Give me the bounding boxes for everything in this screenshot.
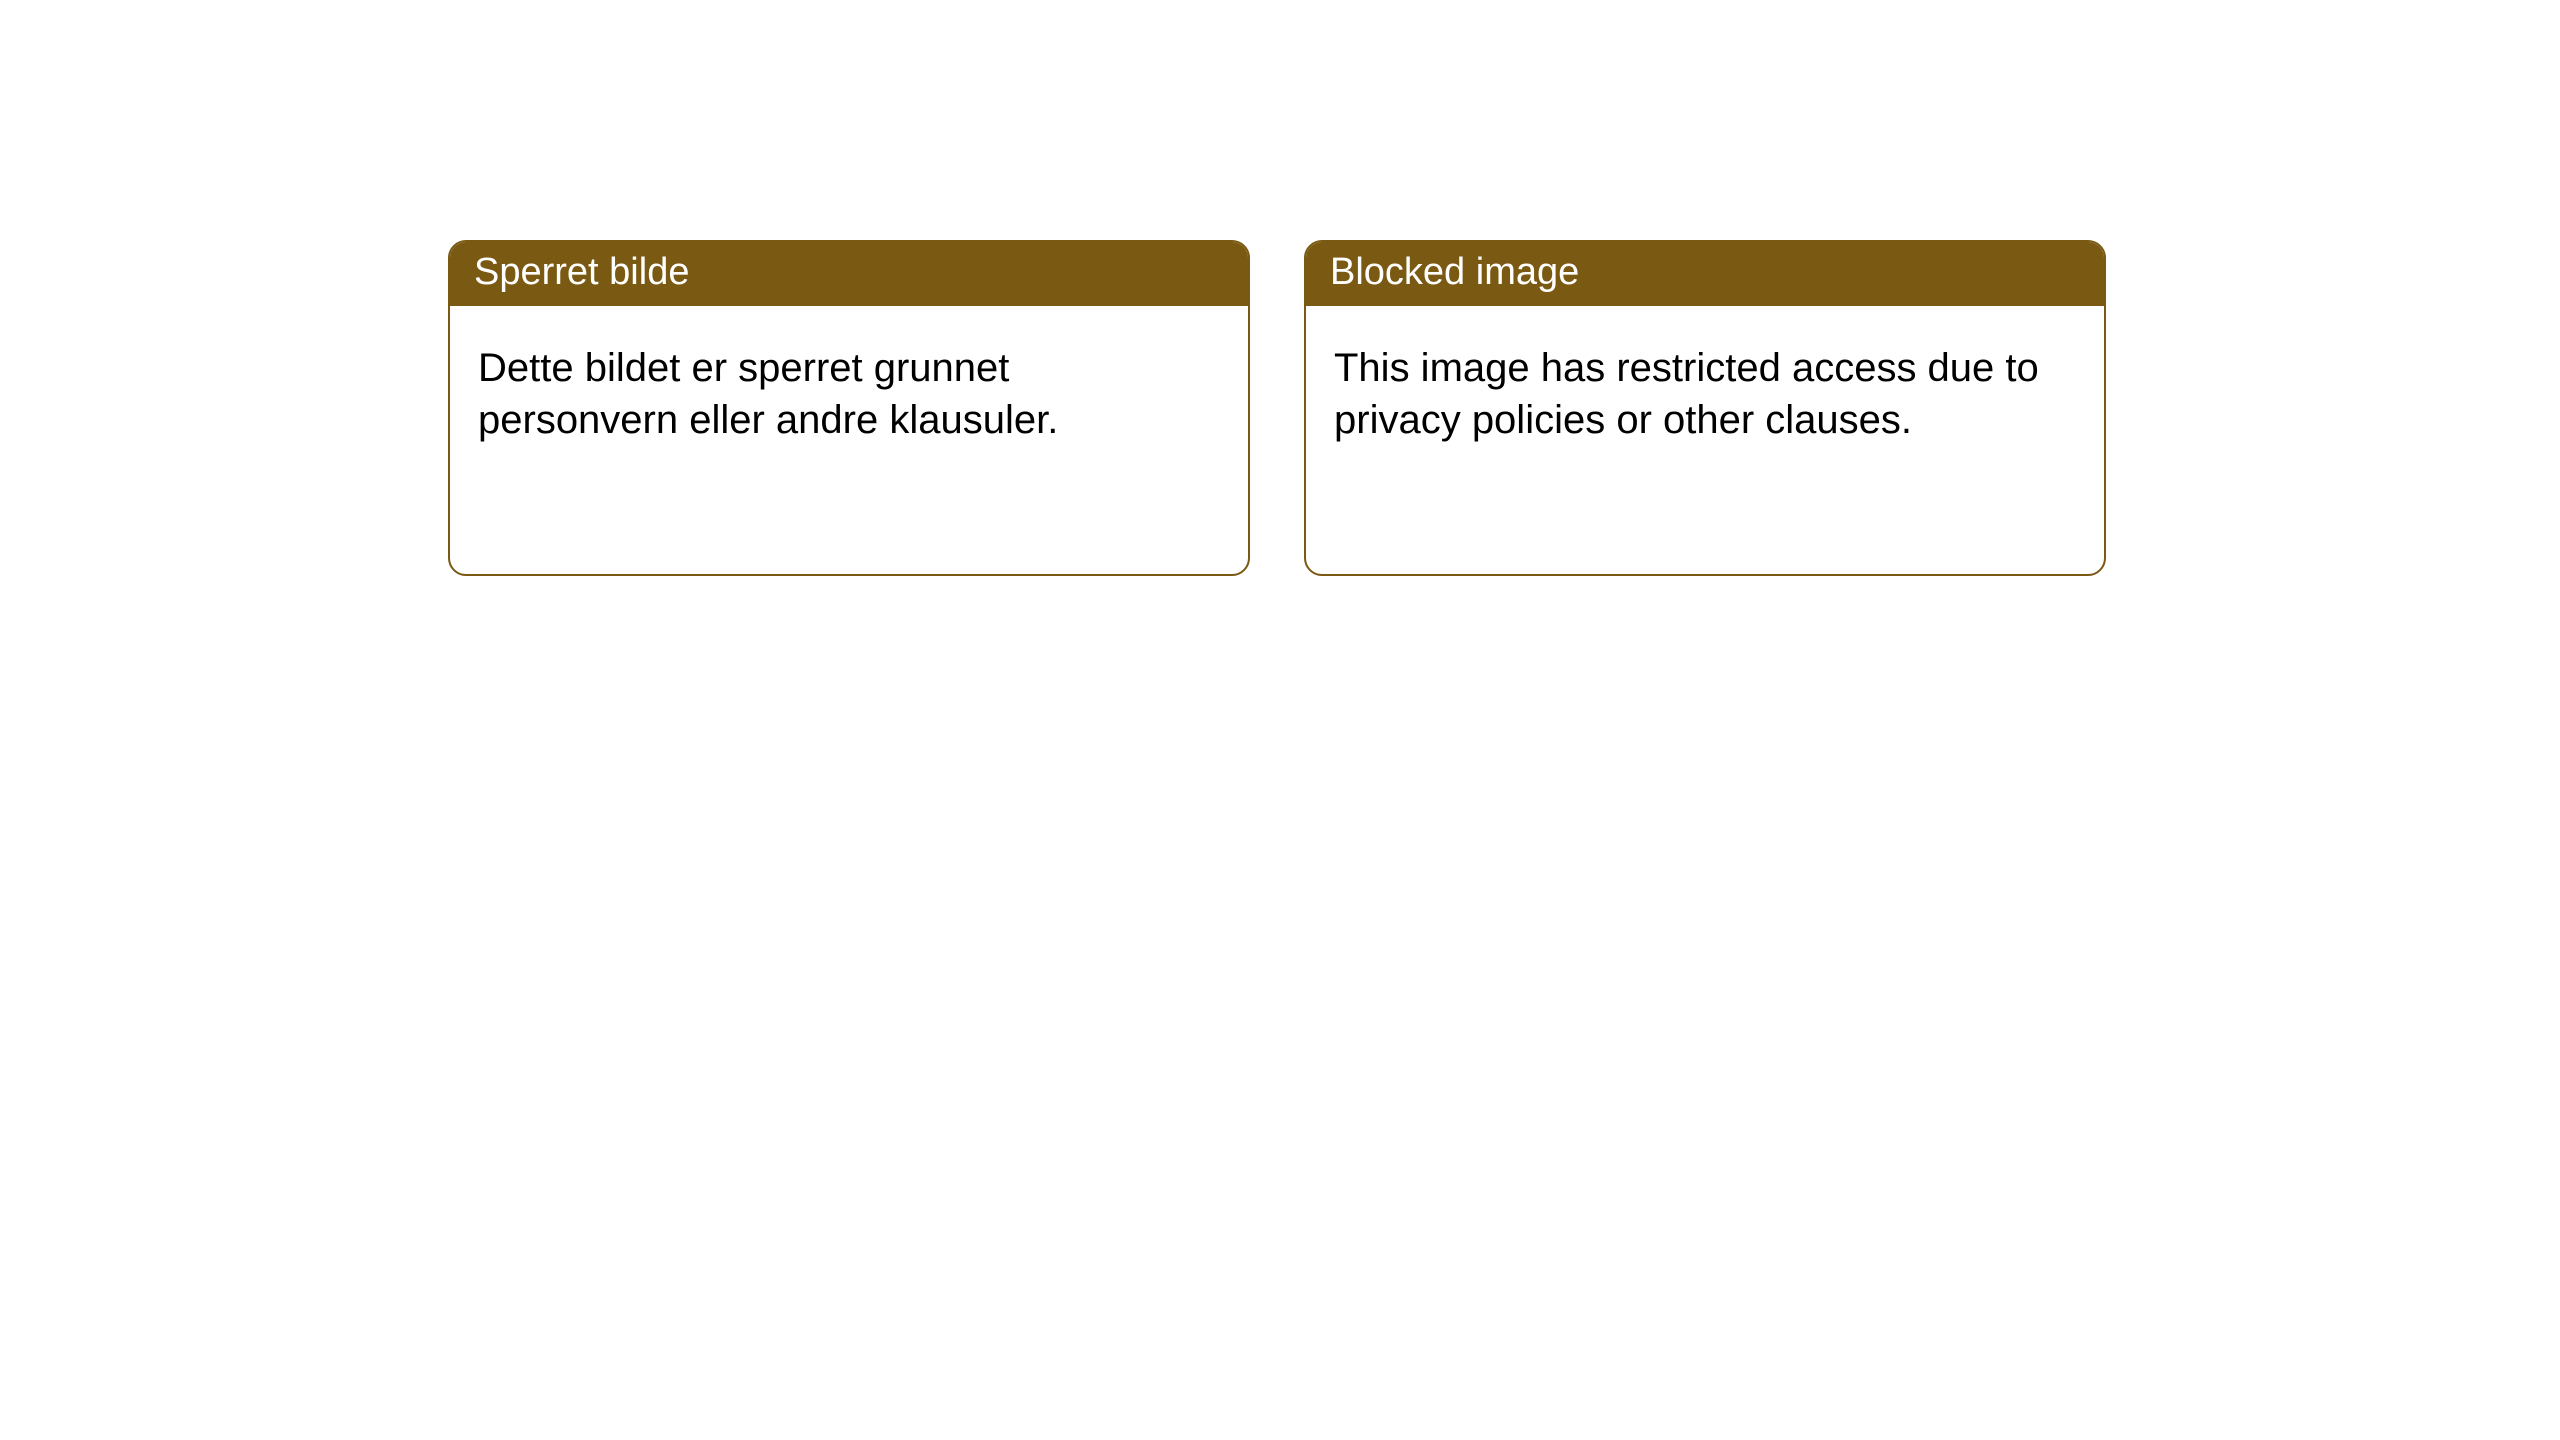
card-message: Dette bildet er sperret grunnet personve… — [478, 346, 1058, 443]
card-header: Blocked image — [1306, 242, 2104, 306]
card-message: This image has restricted access due to … — [1334, 346, 2039, 443]
blocked-image-card-en: Blocked image This image has restricted … — [1304, 240, 2106, 576]
card-body: Dette bildet er sperret grunnet personve… — [450, 306, 1248, 484]
blocked-image-card-no: Sperret bilde Dette bildet er sperret gr… — [448, 240, 1250, 576]
card-title: Blocked image — [1330, 251, 1579, 293]
card-header: Sperret bilde — [450, 242, 1248, 306]
card-body: This image has restricted access due to … — [1306, 306, 2104, 484]
card-title: Sperret bilde — [474, 251, 689, 293]
notice-container: Sperret bilde Dette bildet er sperret gr… — [0, 0, 2560, 576]
